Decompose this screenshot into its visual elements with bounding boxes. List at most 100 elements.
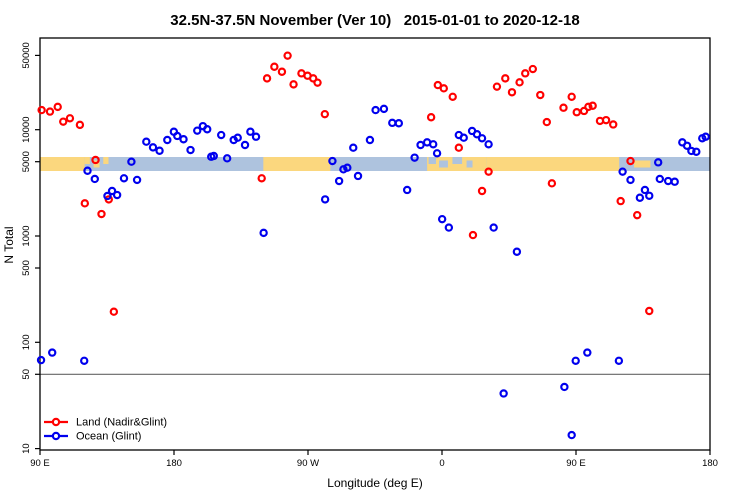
data-point bbox=[119, 174, 129, 183]
data-point bbox=[90, 174, 99, 184]
data-point bbox=[588, 101, 597, 110]
data-point bbox=[692, 147, 701, 156]
data-point bbox=[80, 356, 89, 365]
data-point bbox=[313, 78, 322, 87]
data-point bbox=[388, 118, 397, 128]
data-point bbox=[48, 348, 57, 357]
data-point bbox=[233, 133, 242, 142]
data-point bbox=[112, 190, 122, 200]
data-point bbox=[328, 156, 337, 166]
data-point bbox=[334, 176, 344, 186]
data-point bbox=[107, 186, 117, 196]
data-point bbox=[472, 130, 482, 139]
x-tick-label: 180 bbox=[702, 458, 718, 469]
data-point bbox=[682, 141, 692, 150]
data-point bbox=[429, 140, 438, 149]
data-point bbox=[246, 127, 255, 136]
data-point bbox=[515, 78, 524, 87]
data-point bbox=[148, 143, 158, 152]
data-point bbox=[289, 80, 298, 89]
x-tick-label: 90 W bbox=[297, 458, 319, 469]
data-point bbox=[507, 88, 517, 97]
data-point bbox=[454, 143, 464, 152]
data-point bbox=[410, 153, 419, 162]
data-point bbox=[459, 133, 468, 142]
legend-marker-circle bbox=[51, 431, 61, 441]
data-point bbox=[616, 196, 625, 206]
data-point bbox=[560, 382, 569, 392]
data-point bbox=[444, 223, 454, 232]
data-point bbox=[609, 120, 618, 129]
data-point bbox=[437, 214, 447, 224]
coast-band-segment-land bbox=[634, 160, 651, 168]
y-tick-label: 100 bbox=[21, 334, 32, 350]
data-point bbox=[571, 356, 580, 365]
data-point bbox=[521, 69, 530, 78]
data-point bbox=[477, 186, 487, 196]
data-point bbox=[542, 117, 552, 127]
data-point bbox=[640, 185, 650, 195]
data-point bbox=[653, 158, 663, 167]
data-point bbox=[216, 130, 226, 140]
data-point bbox=[670, 177, 679, 186]
data-point bbox=[547, 179, 557, 188]
data-point bbox=[109, 307, 119, 316]
coast-band-segment-land bbox=[84, 157, 90, 164]
data-point bbox=[484, 167, 493, 176]
data-point bbox=[309, 74, 318, 83]
data-point bbox=[432, 149, 442, 158]
y-tick-label: 10000 bbox=[21, 116, 32, 142]
data-point bbox=[426, 113, 436, 122]
legend-item-label: Ocean (Glint) bbox=[76, 431, 141, 443]
data-point bbox=[349, 143, 358, 152]
data-point bbox=[433, 80, 443, 90]
data-point bbox=[37, 105, 46, 115]
coast-band-segment-land bbox=[486, 157, 620, 171]
data-point bbox=[528, 64, 538, 74]
data-point bbox=[394, 119, 404, 128]
data-point bbox=[91, 155, 100, 165]
data-point bbox=[663, 176, 673, 186]
data-point bbox=[257, 174, 266, 183]
data-point bbox=[259, 228, 268, 238]
data-point bbox=[283, 51, 292, 60]
plot-frame bbox=[39, 37, 711, 451]
data-point bbox=[132, 175, 142, 185]
data-point bbox=[614, 356, 624, 365]
data-point bbox=[499, 389, 508, 398]
coast-band-segment-land bbox=[263, 157, 331, 171]
data-point bbox=[240, 140, 250, 150]
data-point bbox=[65, 114, 75, 123]
data-point bbox=[127, 157, 136, 166]
y-tick-label: 50 bbox=[21, 369, 32, 380]
data-point bbox=[512, 247, 522, 256]
y-tick-label: 1000 bbox=[21, 225, 32, 246]
data-point bbox=[626, 175, 635, 185]
coast-band-segment-ocean bbox=[452, 157, 463, 164]
data-point bbox=[45, 107, 55, 116]
data-point bbox=[439, 84, 448, 93]
data-point bbox=[365, 135, 375, 145]
data-point bbox=[572, 108, 581, 117]
data-point bbox=[251, 132, 261, 141]
coast-band-segment-ocean bbox=[428, 157, 437, 164]
data-point bbox=[635, 193, 645, 202]
x-tick-label: 90 E bbox=[30, 458, 50, 469]
x-tick-label: 90 E bbox=[566, 458, 586, 469]
data-point bbox=[492, 82, 502, 91]
data-point bbox=[320, 195, 330, 204]
data-point bbox=[320, 109, 330, 119]
data-point bbox=[262, 74, 272, 83]
data-point bbox=[36, 355, 46, 365]
data-point bbox=[142, 137, 151, 146]
coast-band-segment-land bbox=[103, 157, 109, 164]
coast-band-segment-ocean bbox=[466, 160, 473, 168]
y-tick-label: 500 bbox=[21, 260, 32, 276]
data-point bbox=[371, 105, 380, 115]
data-point bbox=[163, 135, 172, 145]
data-point bbox=[80, 199, 90, 208]
data-point bbox=[193, 126, 202, 135]
legend-marker-circle bbox=[51, 417, 61, 427]
data-point bbox=[203, 125, 212, 134]
